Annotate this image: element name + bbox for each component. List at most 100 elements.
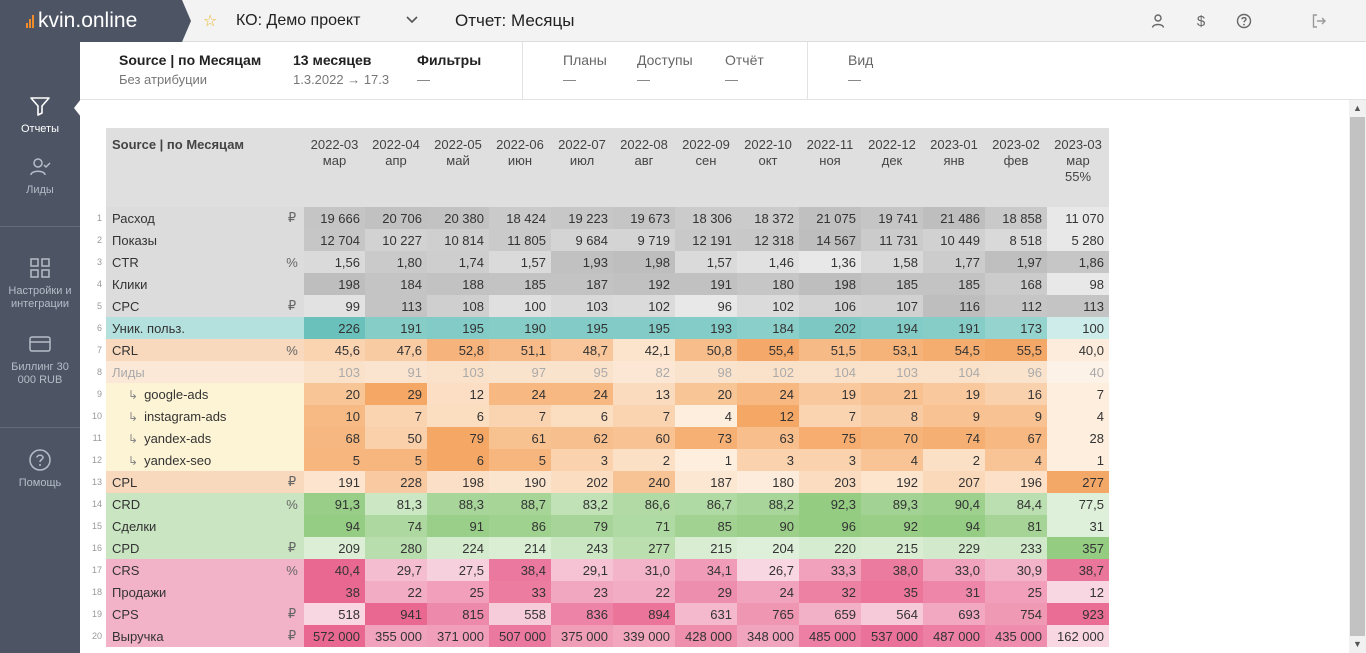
table-cell[interactable]: 3 [799,449,861,471]
table-cell[interactable]: 77,5 [1047,493,1109,515]
table-cell[interactable]: 191 [675,273,737,295]
table-cell[interactable]: 631 [675,603,737,625]
table-cell[interactable]: 86,7 [675,493,737,515]
column-header[interactable]: 2022-12 дек [861,128,923,207]
table-cell[interactable]: 30,9 [985,559,1047,581]
table-cell[interactable]: 67 [985,427,1047,449]
table-cell[interactable]: 40 [1047,361,1109,383]
column-header[interactable]: 2022-04 апр [365,128,427,207]
table-cell[interactable]: 1,57 [489,251,551,273]
table-cell[interactable]: 7 [613,405,675,427]
table-row[interactable]: 16 CPD ₽209 280 224 214 243 277 215 204 220 215 229 2… [90,537,1109,559]
table-cell[interactable]: 435 000 [985,625,1047,647]
table-cell[interactable]: 103 [427,361,489,383]
table-cell[interactable]: 277 [1047,471,1109,493]
row-label[interactable]: CTR [106,251,280,273]
table-cell[interactable]: 100 [489,295,551,317]
table-cell[interactable]: 1,56 [304,251,365,273]
table-cell[interactable]: 277 [613,537,675,559]
table-cell[interactable]: 98 [675,361,737,383]
table-cell[interactable]: 71 [613,515,675,537]
table-cell[interactable]: 92 [861,515,923,537]
table-cell[interactable]: 25 [985,581,1047,603]
table-cell[interactable]: 923 [1047,603,1109,625]
table-cell[interactable]: 168 [985,273,1047,295]
table-cell[interactable]: 195 [427,317,489,339]
table-cell[interactable]: 194 [861,317,923,339]
table-cell[interactable]: 22 [613,581,675,603]
table-cell[interactable]: 82 [613,361,675,383]
table-cell[interactable]: 81,3 [365,493,427,515]
table-cell[interactable]: 94 [304,515,365,537]
access-selector[interactable]: Доступы — [637,52,693,87]
row-label[interactable]: CPL [106,471,280,493]
table-cell[interactable]: 104 [923,361,985,383]
table-row[interactable]: 6 Уник. польз. 226 191 195 190 195 195 193 184 202… [90,317,1109,339]
table-cell[interactable]: 23 [551,581,613,603]
table-cell[interactable]: 6 [427,405,489,427]
table-cell[interactable]: 1,46 [737,251,799,273]
table-cell[interactable]: 6 [551,405,613,427]
table-cell[interactable]: 162 000 [1047,625,1109,647]
table-cell[interactable]: 33 [489,581,551,603]
row-label[interactable]: ↳ google-ads [106,383,280,405]
table-cell[interactable]: 4 [985,449,1047,471]
table-cell[interactable]: 1,74 [427,251,489,273]
table-cell[interactable]: 209 [304,537,365,559]
table-cell[interactable]: 26,7 [737,559,799,581]
dollar-icon[interactable]: $ [1196,12,1206,30]
table-cell[interactable]: 180 [737,471,799,493]
table-cell[interactable]: 116 [923,295,985,317]
table-row[interactable]: 12 ↳ yandex-seo 5 5 6 5 3 2 1 3 3 4 2 4 1 [90,449,1109,471]
table-cell[interactable]: 40,4 [304,559,365,581]
table-cell[interactable]: 16 [985,383,1047,405]
table-cell[interactable]: 229 [923,537,985,559]
help-icon[interactable] [1234,11,1254,31]
column-header[interactable]: 2022-11 ноя [799,128,861,207]
table-cell[interactable]: 51,5 [799,339,861,361]
table-cell[interactable]: 2 [613,449,675,471]
table-cell[interactable]: 10 [304,405,365,427]
table-cell[interactable]: 55,4 [737,339,799,361]
table-cell[interactable]: 487 000 [923,625,985,647]
table-row[interactable]: 4 Клики 198 184 188 185 187 192 191 180 198 185 185 1… [90,273,1109,295]
table-cell[interactable]: 204 [737,537,799,559]
table-cell[interactable]: 836 [551,603,613,625]
table-cell[interactable]: 34,1 [675,559,737,581]
table-cell[interactable]: 60 [613,427,675,449]
table-cell[interactable]: 537 000 [861,625,923,647]
table-cell[interactable]: 50 [365,427,427,449]
table-cell[interactable]: 113 [1047,295,1109,317]
table-cell[interactable]: 29,1 [551,559,613,581]
table-cell[interactable]: 2 [923,449,985,471]
table-cell[interactable]: 187 [551,273,613,295]
table-cell[interactable]: 35 [861,581,923,603]
table-cell[interactable]: 91 [427,515,489,537]
table-cell[interactable]: 70 [861,427,923,449]
table-cell[interactable]: 10 449 [923,229,985,251]
column-header[interactable]: 2022-10 окт [737,128,799,207]
table-cell[interactable]: 33,3 [799,559,861,581]
table-row[interactable]: 17 CRS% 40,4 29,7 27,5 38,4 29,1 31,0 34,1 26,7 33… [90,559,1109,581]
table-cell[interactable]: 32 [799,581,861,603]
column-header[interactable]: 2023-03 мар 55% [1047,128,1109,207]
table-cell[interactable]: 1,80 [365,251,427,273]
table-cell[interactable]: 11 070 [1047,207,1109,229]
table-cell[interactable]: 88,3 [427,493,489,515]
table-cell[interactable]: 173 [985,317,1047,339]
column-header[interactable]: 2022-09 сен [675,128,737,207]
table-cell[interactable]: 9 [985,405,1047,427]
table-cell[interactable]: 193 [675,317,737,339]
table-cell[interactable]: 4 [1047,405,1109,427]
table-cell[interactable]: 18 858 [985,207,1047,229]
row-label[interactable]: CRL [106,339,280,361]
row-label[interactable]: ↳ yandex-seo [106,449,280,471]
table-cell[interactable]: 207 [923,471,985,493]
table-row[interactable]: 14 CRD% 91,3 81,3 88,3 88,7 83,2 86,6 86,7 88,2 92… [90,493,1109,515]
table-cell[interactable]: 89,3 [861,493,923,515]
table-cell[interactable]: 754 [985,603,1047,625]
table-cell[interactable]: 1 [675,449,737,471]
table-cell[interactable]: 33,0 [923,559,985,581]
table-row[interactable]: 8 Лиды 103 91 103 97 95 82 98 102 104 103 104 96 40 [90,361,1109,383]
table-row[interactable]: 1 Расход ₽19 666 20 706 20 380 18 424 19 223 19… [90,207,1109,229]
